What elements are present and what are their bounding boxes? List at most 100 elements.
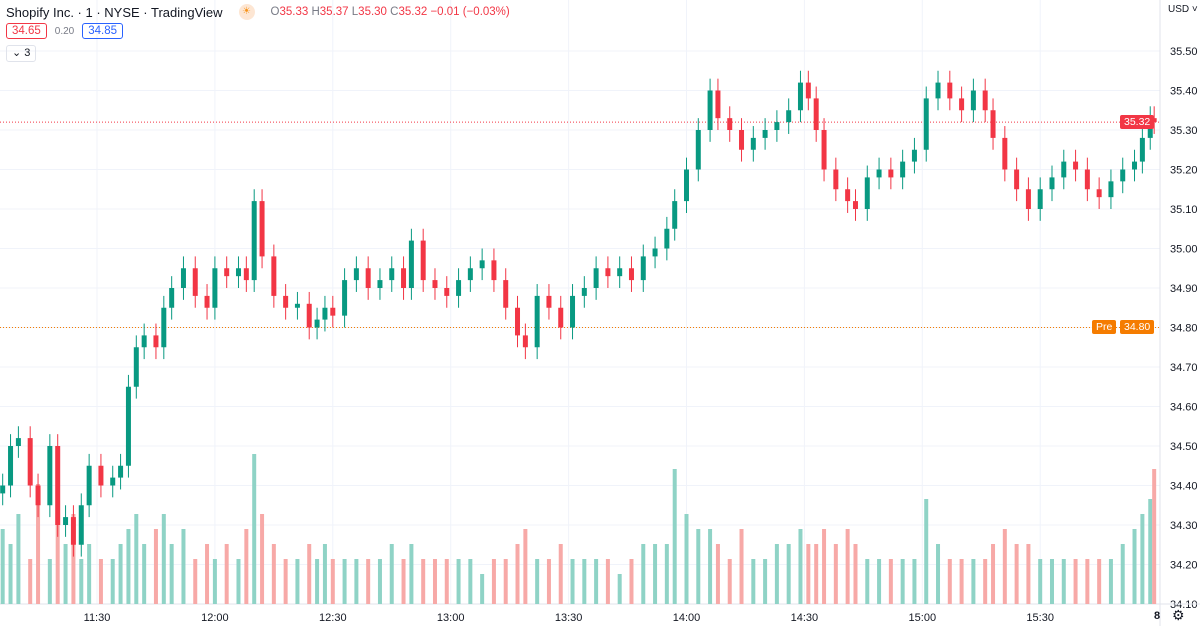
volume-bar [354,559,359,604]
pre-market-price-tag: 34.80 [1120,320,1155,334]
candle-body [401,268,407,288]
candle-body [1084,169,1090,190]
volume-bar [845,529,850,604]
volume-bar [295,559,300,604]
candle-body [432,280,438,288]
volume-bar [244,529,249,604]
last-price-tag: 35.32 [1120,115,1155,129]
volume-bar [366,559,371,604]
candle-body [1025,189,1031,209]
candle-body [377,280,383,288]
candle-body [1002,137,1008,170]
candle-body [444,288,450,296]
candle-body [27,438,33,486]
volume-bar [224,544,229,604]
currency-selector[interactable]: USD ˅ [1168,4,1198,15]
indicators-toggle[interactable]: ⌄ 3 [6,45,37,62]
candle-body [224,268,230,277]
volume-bar [468,559,473,604]
volume-bar [814,544,819,604]
candle-body [805,82,811,99]
candle-body [684,169,689,202]
volume-bar [833,544,838,604]
sell-button[interactable]: 34.65 [6,23,47,39]
volume-bar [924,499,929,604]
gear-icon[interactable]: ⚙ [1172,607,1185,623]
volume-bar [696,529,701,604]
candle-body [365,268,371,288]
volume-bar [322,544,327,604]
volume-bar [377,559,382,604]
volume-bar [63,544,68,604]
volume-bar [491,559,496,604]
volume-bar [653,544,658,604]
candle-body [1139,137,1145,162]
candle-body [0,485,6,494]
y-tick-label: 35.30 [1170,125,1198,137]
buy-button[interactable]: 34.85 [82,23,124,39]
x-tick-label: 14:30 [791,612,819,624]
volume-bar [983,559,988,604]
y-tick-label: 35.40 [1170,86,1198,98]
volume-bar [110,559,115,604]
y-tick-label: 34.90 [1170,283,1198,295]
candle-body [125,386,131,466]
candle-body [153,335,159,348]
candle-body [581,288,587,296]
volume-bar [546,559,551,604]
candle-body [947,82,953,99]
candle-body [259,201,265,257]
candle-body [47,446,53,506]
symbol-title[interactable]: Shopify Inc. · 1 · NYSE · TradingView [6,4,223,20]
ohlc-values: O35.33 H35.37 L35.30 C35.32 −0.01 (−0.03… [270,6,510,18]
candle-body [192,268,198,296]
y-tick-label: 34.20 [1170,560,1198,572]
candle-body [1151,118,1157,123]
volume-bar [1152,469,1157,604]
volume-bar [877,559,882,604]
volume-bar [672,469,677,604]
candle-body [503,280,509,308]
candle-body [786,110,792,123]
candle-body [456,280,462,296]
market-status-icon[interactable]: ☀ [238,4,255,20]
candle-body [617,268,623,277]
y-tick-label: 35.10 [1170,204,1198,216]
volume-bar [664,544,669,604]
candle-body [970,90,976,111]
candle-body [558,307,564,328]
volume-bar [193,559,198,604]
volume-bar [515,544,520,604]
volume-bar [0,529,5,604]
volume-bar [1140,514,1145,604]
candle-body [322,307,328,320]
candle-body [888,169,894,178]
volume-bar [134,514,139,604]
y-tick-label: 34.50 [1170,441,1198,453]
candle-body [235,268,241,277]
volume-bar [142,544,147,604]
y-tick-label: 35.50 [1170,46,1198,58]
candle-body [593,268,599,288]
volume-bar [36,484,41,604]
volume-bar [535,559,540,604]
candle-body [876,169,882,178]
volume-bar [421,559,426,604]
y-tick-label: 35.00 [1170,244,1198,256]
candle-body [133,347,139,387]
volume-bar [432,559,437,604]
candle-body [169,288,175,308]
timezone-button[interactable]: 8 [1154,610,1161,622]
candle-body [534,295,540,348]
y-tick-label: 34.60 [1170,402,1198,414]
candle-body [1073,161,1079,170]
candle-body [180,268,186,288]
candle-body [78,505,84,545]
candle-body [491,260,497,281]
volume-bar [315,559,320,604]
x-tick-label: 14:00 [673,612,701,624]
volume-bar [912,559,917,604]
volume-bar [798,529,803,604]
candle-body [8,446,14,486]
